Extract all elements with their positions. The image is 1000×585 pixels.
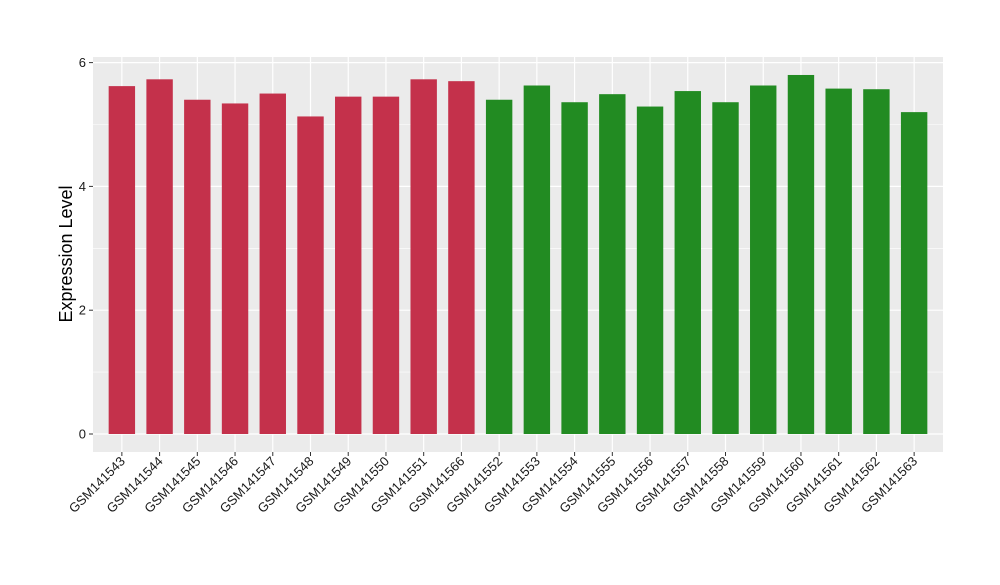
bar-GSM141562	[863, 89, 890, 434]
bar-GSM141560	[787, 74, 815, 434]
bar-GSM141559	[750, 85, 777, 434]
bar-GSM141543	[108, 86, 136, 435]
bar-GSM141548	[297, 116, 324, 434]
bar-GSM141549	[335, 96, 362, 434]
y-tick-label: 0	[79, 427, 86, 442]
bar-GSM141550	[372, 96, 400, 434]
bar-GSM141555	[599, 94, 626, 435]
bar-GSM141544	[146, 79, 173, 434]
bar-GSM141545	[184, 99, 211, 435]
y-tick-label: 2	[79, 303, 86, 318]
y-axis: 0 2 4 6	[79, 55, 93, 442]
bar-GSM141546	[221, 103, 249, 434]
bar-GSM141561	[825, 88, 852, 434]
bar-GSM141563	[900, 112, 928, 435]
bar-GSM141551	[410, 79, 437, 434]
bar-GSM141552	[485, 99, 513, 435]
bar-GSM141556	[636, 106, 664, 435]
y-axis-label: Expression Level	[56, 185, 76, 322]
bar-GSM141566	[448, 81, 475, 435]
bar-GSM141558	[712, 102, 739, 434]
bar-GSM141554	[561, 102, 588, 434]
bar-GSM141547	[259, 93, 286, 435]
y-tick-label: 4	[79, 179, 86, 194]
x-axis: GSM141543GSM141544GSM141545GSM141546GSM1…	[66, 452, 920, 516]
bar-GSM141557	[674, 91, 701, 434]
plot-panel	[93, 57, 943, 452]
bars-group	[108, 74, 928, 435]
y-tick-label: 6	[79, 55, 86, 70]
bar-GSM141553	[523, 85, 551, 434]
